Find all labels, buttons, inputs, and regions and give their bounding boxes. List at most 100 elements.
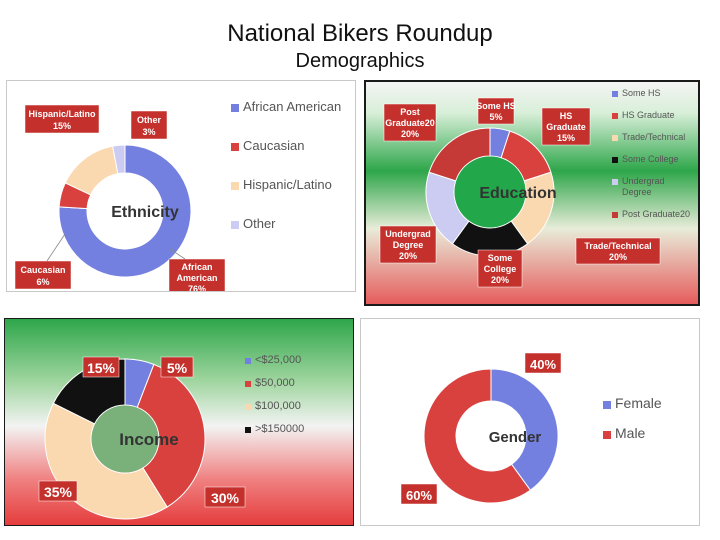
data-label-trade-technical-text: Trade/Technical	[584, 241, 651, 251]
data-label-some-college-text: Some	[488, 253, 513, 263]
legend-label-hs-graduate: HS Graduate	[622, 110, 675, 120]
legend-label-150000: >$150000	[255, 423, 304, 435]
legend-label-caucasian: Caucasian	[243, 138, 304, 153]
data-label-post-graduate	[383, 103, 437, 142]
legend-swatch-caucasian	[231, 143, 239, 151]
data-label-trade-technical-text: 20%	[609, 252, 627, 262]
legend-swatch-25-000	[245, 358, 251, 364]
donut-hole	[456, 401, 526, 471]
legend-label-hispanic-latino: Hispanic/Latino	[243, 177, 332, 192]
data-label-some-hs	[477, 97, 515, 125]
data-label-undergrad-degree-text: Undergrad	[385, 229, 431, 239]
slice-post-graduate20	[428, 127, 491, 182]
legend-label-african-american: African American	[243, 99, 341, 114]
ethnicity-donut-chart: Ethnicity African American Caucasian Hispan…	[14, 99, 341, 292]
slice-male	[423, 368, 532, 504]
legend-label-25-000: <$25,000	[255, 354, 301, 366]
page-subtitle: Demographics	[295, 50, 425, 72]
legend-label-other: Other	[243, 216, 276, 231]
data-label-hs-graduate	[541, 107, 591, 146]
data-label-income-5-text: 5%	[167, 360, 188, 376]
data-label-undergrad-degree	[379, 225, 437, 264]
legend-label-100-000: $100,000	[255, 400, 301, 412]
data-label-some-hs-text: Some HS	[476, 101, 516, 111]
data-label-other	[130, 110, 168, 140]
data-label-post-graduate-text: 20%	[401, 129, 419, 139]
data-label-post-graduate-text: Post	[400, 107, 420, 117]
data-label-some-college	[477, 249, 523, 288]
data-label-hispanic-latino-text: 15%	[53, 121, 71, 131]
data-label-income-15	[82, 356, 120, 378]
legend-label-some-college: Some College	[622, 154, 679, 164]
data-label-some-college-text: College	[484, 264, 517, 274]
gender-donut-chart: Gender Female Male 40% 60%	[400, 352, 662, 505]
legend-label-undergrad-degree: Undergrad	[622, 176, 665, 186]
legend-swatch-female	[603, 401, 611, 409]
data-label-african-american-text: 76%	[188, 284, 206, 292]
ethnicity-chart-panel: Ethnicity African American Caucasian Hispan…	[6, 80, 356, 292]
data-label-hs-graduate-text: 15%	[557, 133, 575, 143]
slice-african-american	[58, 144, 192, 278]
legend-swatch-other	[231, 221, 239, 229]
income-donut-chart: Income <$25,000 $50,000 $100,000 >$150000 15%…	[38, 354, 304, 520]
legend-label-50-000: $50,000	[255, 377, 295, 389]
chart-title: Gender	[489, 429, 542, 446]
legend-label-undergrad-degree: Degree	[622, 187, 652, 197]
legend-swatch-150000	[245, 427, 251, 433]
data-label-undergrad-degree-text: 20%	[399, 251, 417, 261]
legend-swatch-african-american	[231, 104, 239, 112]
data-label-female	[524, 352, 562, 374]
slice-50-000	[136, 363, 206, 508]
chart-title: Ethnicity	[111, 204, 179, 221]
data-label-male	[400, 483, 438, 505]
leader-line	[169, 248, 186, 260]
data-label-post-graduate-text: Graduate20	[385, 118, 435, 128]
legend-label-female: Female	[615, 395, 662, 411]
chart-title: Education	[479, 185, 556, 202]
data-label-income-35	[38, 480, 78, 502]
data-label-caucasian	[14, 260, 72, 290]
donut-hole	[91, 405, 159, 473]
legend-label-post-graduate20: Post Graduate20	[622, 209, 690, 219]
data-label-other-text: 3%	[142, 127, 155, 137]
data-label-african-american-text: American	[176, 273, 217, 283]
data-label-other-text: Other	[137, 115, 162, 125]
data-label-undergrad-degree-text: Degree	[393, 240, 424, 250]
data-label-income-15-text: 15%	[87, 360, 116, 376]
chart-title: Income	[119, 430, 179, 449]
data-label-male-text: 60%	[406, 488, 432, 503]
legend-label-some-hs: Some HS	[622, 88, 661, 98]
donut-hole	[87, 173, 163, 249]
data-label-hispanic-latino	[24, 104, 100, 134]
slice-other	[112, 144, 126, 175]
data-label-african-american-text: African	[181, 262, 212, 272]
legend-swatch-some-hs	[612, 91, 618, 97]
legend-swatch-male	[603, 431, 611, 439]
data-label-african-american	[168, 258, 226, 291]
data-label-caucasian-text: Caucasian	[20, 265, 65, 275]
donut-hole	[454, 156, 526, 228]
legend-swatch-hispanic-latino	[231, 182, 239, 190]
data-label-trade-technical	[575, 237, 661, 265]
data-label-income-5	[160, 356, 194, 378]
legend-swatch-undergrad-degree	[612, 179, 618, 185]
legend-label-male: Male	[615, 425, 646, 441]
data-label-some-college-text: 20%	[491, 275, 509, 285]
education-chart-panel: Education Some HS HS Graduate Trade/Technic…	[364, 80, 700, 306]
legend-swatch-trade-technical	[612, 135, 618, 141]
income-chart-panel: Income <$25,000 $50,000 $100,000 >$150000 15%…	[4, 318, 354, 526]
leader-line	[46, 233, 66, 262]
data-label-income-30-text: 30%	[211, 490, 240, 506]
page-title: National Bikers Roundup	[227, 20, 493, 47]
legend-label-trade-technical: Trade/Technical	[622, 132, 685, 142]
data-label-some-hs-text: 5%	[489, 112, 502, 122]
legend-swatch-50-000	[245, 381, 251, 387]
data-label-female-text: 40%	[530, 357, 556, 372]
data-label-income-35-text: 35%	[44, 484, 73, 500]
data-label-hispanic-latino-text: Hispanic/Latino	[28, 109, 96, 119]
legend-swatch-100-000	[245, 404, 251, 410]
data-label-income-30	[204, 486, 246, 508]
legend-swatch-post-graduate20	[612, 212, 618, 218]
data-label-hs-graduate-text: HS	[560, 111, 573, 121]
legend-swatch-some-college	[612, 157, 618, 163]
